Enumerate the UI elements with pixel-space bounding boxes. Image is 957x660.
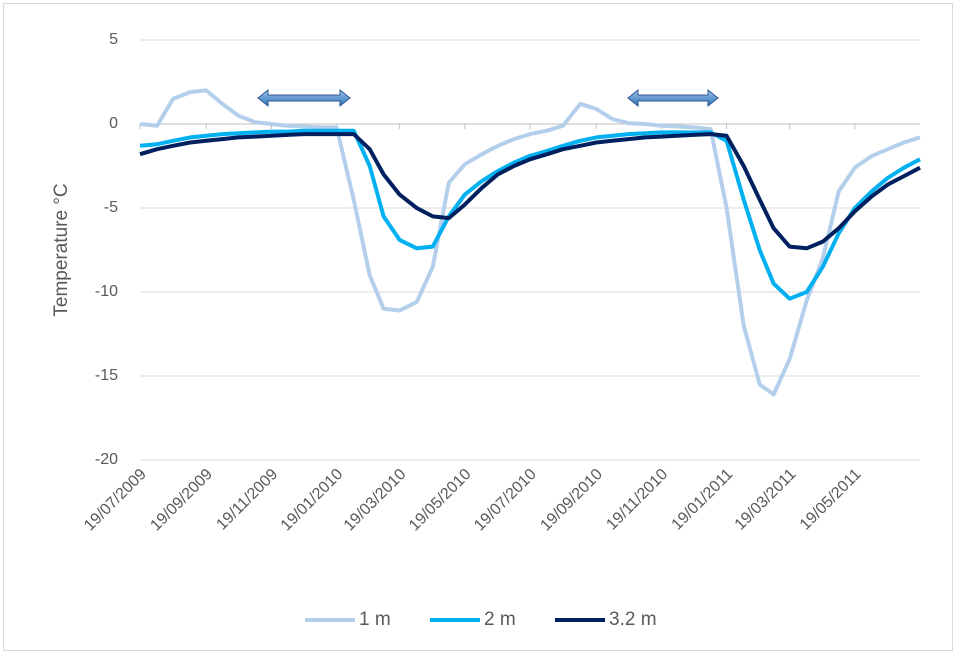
double-arrow (627, 88, 719, 108)
y-tick-label: 0 (109, 115, 118, 132)
y-tick-label: -5 (104, 199, 118, 216)
legend: 1 m 2 m 3.2 m (305, 609, 657, 630)
y-tick-label: 5 (109, 31, 118, 48)
series-line (139, 128, 921, 301)
chart-frame (3, 3, 953, 651)
double-arrow (257, 88, 351, 108)
y-tick-label: -20 (95, 451, 118, 468)
series-line (139, 132, 921, 251)
legend-label: 3.2 m (609, 609, 657, 630)
legend-label: 1 m (359, 609, 391, 630)
y-tick-label: -15 (95, 367, 118, 384)
y-axis-title: Temperature °C (51, 183, 72, 316)
y-tick-label: -10 (95, 283, 118, 300)
series-line (139, 88, 921, 397)
legend-label: 2 m (484, 609, 516, 630)
